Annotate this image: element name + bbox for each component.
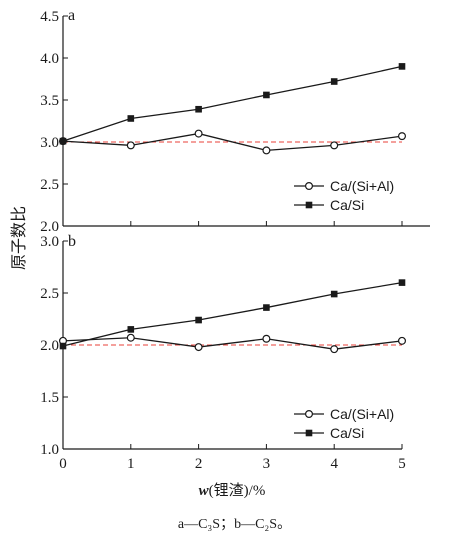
x-tick-label: 0 bbox=[59, 456, 67, 472]
y-tick-label: 2.0 bbox=[40, 219, 59, 235]
legend-marker bbox=[305, 182, 314, 191]
data-point bbox=[330, 78, 338, 85]
data-point bbox=[126, 141, 135, 150]
panel-label: a bbox=[68, 7, 75, 24]
legend-label: Ca/(Si+Al) bbox=[330, 178, 394, 194]
data-point bbox=[398, 336, 407, 345]
panel-b: b 1.0 1.5 2.0 2.5 3.0 0 1 2 3 4 5 Ca/(Si+Al) Ca/Si bbox=[40, 233, 407, 472]
series-line bbox=[62, 65, 403, 142]
y-tick-label: 2.5 bbox=[40, 286, 59, 302]
data-point bbox=[126, 333, 135, 342]
x-tick-label: 4 bbox=[330, 456, 338, 472]
legend-marker bbox=[305, 429, 313, 437]
panel-label: b bbox=[68, 233, 76, 250]
x-tick-label: 1 bbox=[127, 456, 135, 472]
data-point bbox=[195, 105, 202, 113]
legend-label: Ca/Si bbox=[330, 197, 364, 213]
y-tick-label: 2.5 bbox=[40, 177, 59, 193]
y-tick-label: 1.0 bbox=[40, 442, 59, 458]
legend-label: Ca/Si bbox=[330, 425, 364, 441]
data-point bbox=[330, 141, 339, 150]
y-tick-label: 1.5 bbox=[40, 390, 59, 406]
y-tick-label: 3.0 bbox=[40, 135, 59, 151]
x-tick-label: 3 bbox=[263, 456, 271, 472]
series-line bbox=[62, 281, 403, 347]
y-tick-label: 2.0 bbox=[40, 338, 59, 354]
data-point bbox=[195, 316, 202, 324]
y-tick-label: 4.5 bbox=[40, 9, 59, 25]
x-axis-label-var: w bbox=[199, 483, 210, 499]
data-point bbox=[263, 91, 270, 99]
series-line bbox=[62, 132, 403, 152]
data-point bbox=[127, 326, 135, 333]
data-point bbox=[330, 290, 338, 298]
y-axis-label: 原子数比 bbox=[10, 206, 28, 270]
x-tick-label: 5 bbox=[398, 456, 406, 472]
data-point bbox=[59, 342, 67, 350]
data-point bbox=[398, 63, 406, 70]
panel-a: a 2.0 2.5 3.0 3.5 4.0 4.5 Ca/(Si+Al) Ca/Si bbox=[40, 7, 430, 235]
y-tick-label: 4.0 bbox=[40, 51, 59, 67]
data-point bbox=[330, 345, 339, 354]
data-point bbox=[127, 115, 135, 122]
data-point bbox=[263, 304, 270, 311]
figure-caption: a—C₃S；b—C₂S。 bbox=[177, 517, 292, 532]
legend-marker bbox=[305, 201, 313, 209]
data-point bbox=[194, 129, 203, 138]
x-tick-label: 2 bbox=[195, 456, 203, 472]
data-point bbox=[59, 137, 67, 145]
data-point bbox=[398, 279, 406, 286]
y-tick-label: 3.5 bbox=[40, 93, 59, 109]
y-tick-label: 3.0 bbox=[40, 234, 59, 250]
x-axis-label-rest: (锂渣)/% bbox=[209, 482, 266, 499]
data-point bbox=[398, 132, 407, 141]
data-point bbox=[262, 334, 271, 343]
series-line bbox=[62, 337, 403, 350]
legend-marker bbox=[305, 410, 314, 419]
data-point bbox=[194, 343, 203, 352]
legend-label: Ca/(Si+Al) bbox=[330, 406, 394, 422]
x-axis-label: w(锂渣)/% bbox=[199, 482, 266, 499]
data-point bbox=[262, 146, 271, 155]
